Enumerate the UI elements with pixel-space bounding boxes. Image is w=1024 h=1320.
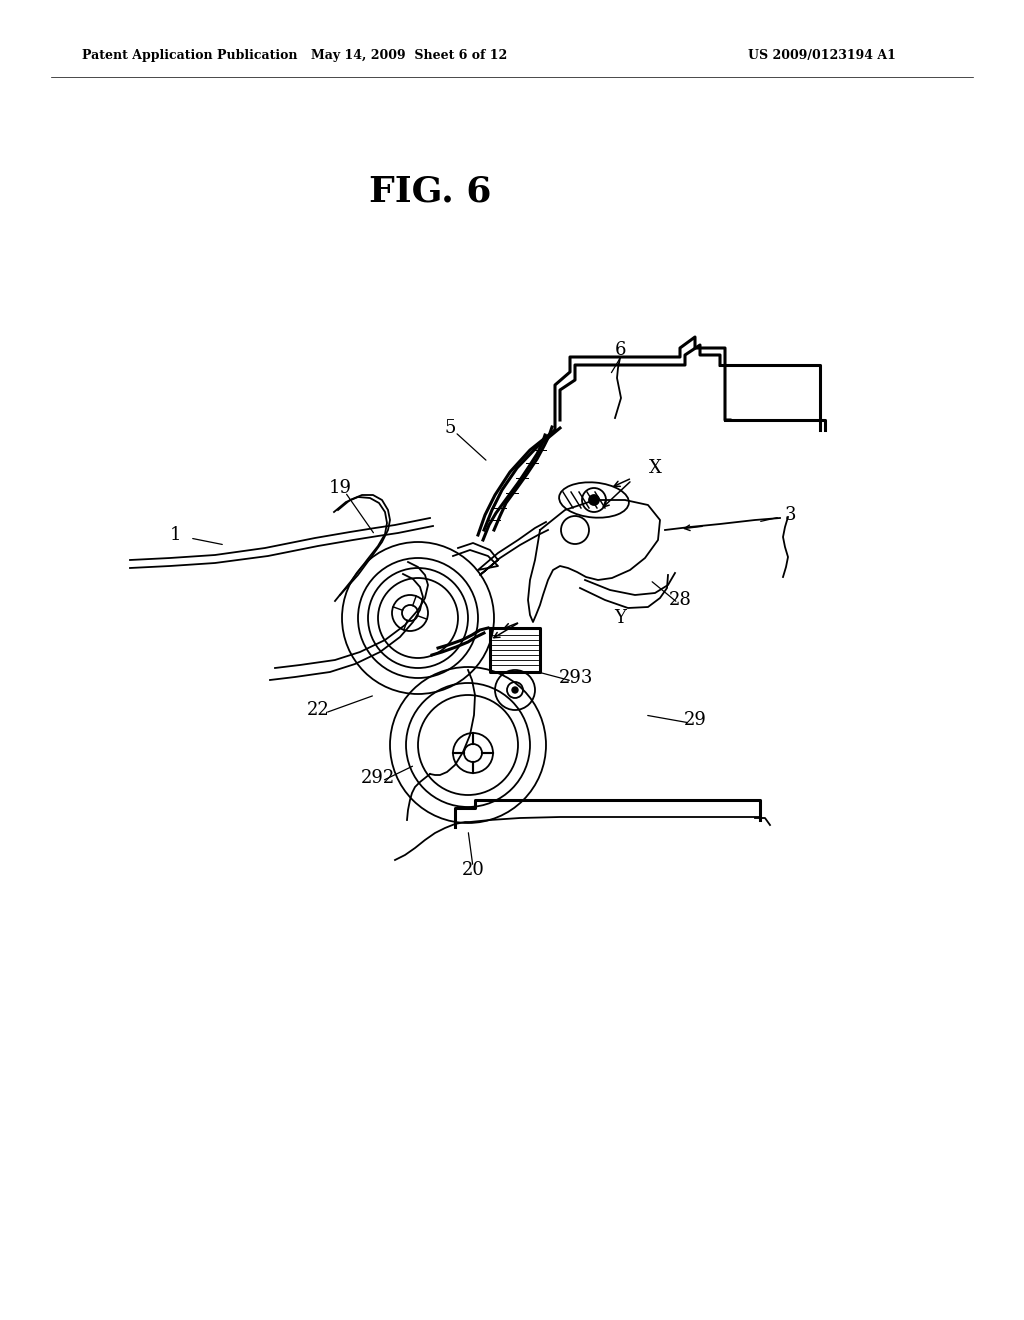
Text: 293: 293 bbox=[559, 669, 593, 686]
Text: 292: 292 bbox=[360, 770, 395, 787]
Text: 28: 28 bbox=[669, 591, 691, 609]
Circle shape bbox=[589, 495, 599, 506]
Text: 3: 3 bbox=[784, 506, 796, 524]
Circle shape bbox=[512, 686, 518, 693]
Text: Y: Y bbox=[614, 609, 626, 627]
Text: 22: 22 bbox=[306, 701, 330, 719]
Text: 5: 5 bbox=[444, 418, 456, 437]
Text: 20: 20 bbox=[462, 861, 484, 879]
Text: May 14, 2009  Sheet 6 of 12: May 14, 2009 Sheet 6 of 12 bbox=[311, 49, 508, 62]
Text: Patent Application Publication: Patent Application Publication bbox=[82, 49, 297, 62]
Text: US 2009/0123194 A1: US 2009/0123194 A1 bbox=[748, 49, 895, 62]
Text: 19: 19 bbox=[329, 479, 351, 498]
Text: X: X bbox=[648, 459, 662, 477]
Text: 29: 29 bbox=[684, 711, 707, 729]
Text: 1: 1 bbox=[169, 525, 181, 544]
Text: FIG. 6: FIG. 6 bbox=[369, 174, 492, 209]
Text: 6: 6 bbox=[614, 341, 626, 359]
